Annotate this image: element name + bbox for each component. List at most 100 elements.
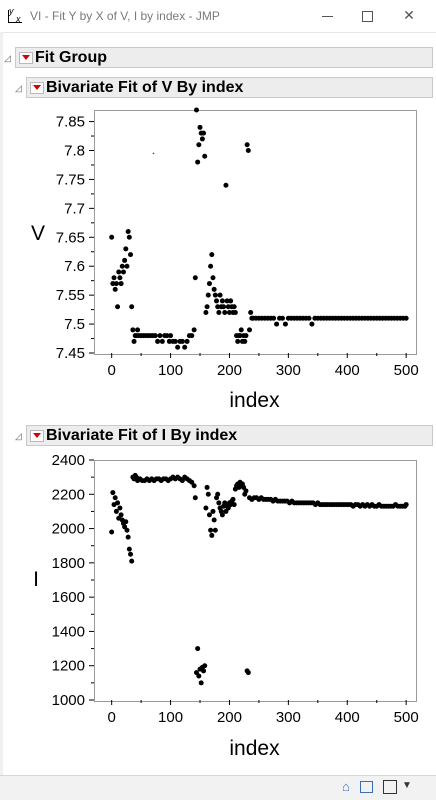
v-data-point[interactable] <box>124 263 130 269</box>
v-data-point[interactable] <box>203 310 209 315</box>
i-data-point[interactable] <box>113 508 119 514</box>
v-data-point[interactable] <box>403 315 409 321</box>
i-data-point[interactable] <box>208 527 214 533</box>
v-data-point[interactable] <box>125 229 131 234</box>
v-data-point[interactable] <box>248 310 254 315</box>
v-data-point[interactable] <box>238 327 244 333</box>
v-data-point[interactable] <box>210 275 216 281</box>
bivariate-i-red-triangle-icon[interactable] <box>30 430 44 442</box>
v-data-point[interactable] <box>235 338 241 344</box>
i-data-point[interactable] <box>203 505 209 511</box>
bivariate-v-header[interactable]: Bivariate Fit of V By index <box>26 77 433 98</box>
close-button[interactable]: ✕ <box>392 4 426 28</box>
bivariate-i-header[interactable]: Bivariate Fit of I By index <box>26 425 433 446</box>
v-data-point[interactable] <box>223 182 229 188</box>
v-data-point[interactable] <box>130 327 136 333</box>
v-data-point[interactable] <box>271 315 277 321</box>
v-data-point[interactable] <box>166 338 172 344</box>
i-data-point[interactable] <box>403 502 409 508</box>
v-data-point[interactable] <box>243 333 249 339</box>
i-data-point[interactable] <box>198 680 204 686</box>
v-data-point[interactable] <box>244 142 250 148</box>
v-data-point[interactable] <box>205 292 211 298</box>
i-data-point[interactable] <box>230 496 236 502</box>
v-data-point[interactable] <box>110 281 116 287</box>
maximize-button[interactable] <box>350 4 384 28</box>
i-data-point[interactable] <box>216 500 222 506</box>
v-data-point[interactable] <box>217 292 223 298</box>
v-data-point[interactable] <box>206 281 212 287</box>
v-data-point[interactable] <box>135 327 141 333</box>
v-data-point[interactable] <box>155 338 161 344</box>
v-data-point[interactable] <box>189 333 195 339</box>
v-data-point[interactable] <box>112 286 118 292</box>
i-data-point[interactable] <box>215 491 221 497</box>
v-data-point[interactable] <box>159 338 165 344</box>
v-data-point[interactable] <box>232 310 238 315</box>
v-data-point[interactable] <box>129 304 135 310</box>
v-data-point[interactable] <box>242 338 248 344</box>
i-data-point[interactable] <box>110 490 116 496</box>
i-data-point[interactable] <box>204 484 210 490</box>
i-data-point[interactable] <box>196 673 202 679</box>
v-data-point[interactable] <box>225 304 231 310</box>
v-data-point[interactable] <box>224 298 230 304</box>
i-data-point[interactable] <box>109 529 115 535</box>
v-data-point[interactable] <box>115 304 121 310</box>
window-list-icon[interactable] <box>360 781 373 793</box>
plot-v-frame[interactable] <box>94 110 417 355</box>
v-data-point[interactable] <box>201 130 207 136</box>
i-data-point[interactable] <box>195 646 201 652</box>
i-data-point[interactable] <box>191 483 197 489</box>
v-data-point[interactable] <box>164 333 170 339</box>
v-data-point[interactable] <box>222 310 228 315</box>
i-data-point[interactable] <box>209 532 215 538</box>
v-data-point[interactable] <box>152 333 158 339</box>
v-data-point[interactable] <box>208 263 214 269</box>
v-data-point[interactable] <box>168 333 174 339</box>
i-data-point[interactable] <box>124 527 130 533</box>
v-data-point[interactable] <box>192 275 198 281</box>
v-data-point[interactable] <box>245 148 251 153</box>
i-data-point[interactable] <box>129 558 135 564</box>
v-data-point[interactable] <box>179 338 185 344</box>
v-data-point[interactable] <box>157 333 163 339</box>
v-data-point[interactable] <box>306 315 312 321</box>
v-data-point[interactable] <box>219 298 225 304</box>
v-data-point[interactable] <box>120 269 126 275</box>
i-data-point[interactable] <box>125 534 131 540</box>
v-data-point[interactable] <box>204 304 210 310</box>
v-data-point[interactable] <box>113 281 119 287</box>
v-data-point[interactable] <box>126 234 132 240</box>
i-data-point[interactable] <box>243 488 249 494</box>
v-data-point[interactable] <box>182 344 188 350</box>
chevron-down-icon[interactable]: ▼ <box>402 780 412 791</box>
v-data-point[interactable] <box>191 327 197 333</box>
i-data-point[interactable] <box>201 668 207 674</box>
plot-i-frame[interactable] <box>94 460 417 702</box>
v-data-point[interactable] <box>216 310 222 315</box>
selection-box-icon[interactable] <box>383 780 397 794</box>
i-data-point[interactable] <box>219 512 225 518</box>
v-data-point[interactable] <box>116 269 122 275</box>
v-data-point[interactable] <box>214 298 220 304</box>
home-icon[interactable]: ⌂ <box>342 779 350 794</box>
v-data-point[interactable] <box>237 333 243 339</box>
i-data-point[interactable] <box>117 505 123 511</box>
v-data-point[interactable] <box>221 304 227 310</box>
i-data-point[interactable] <box>210 508 216 514</box>
fit-group-header[interactable]: Fit Group <box>15 47 433 68</box>
v-data-point[interactable] <box>309 321 315 327</box>
v-data-point[interactable] <box>123 246 129 252</box>
minimize-button[interactable] <box>310 4 344 28</box>
i-data-point[interactable] <box>202 663 208 669</box>
v-data-point[interactable] <box>211 286 217 292</box>
i-data-point[interactable] <box>231 502 237 508</box>
v-data-point[interactable] <box>111 275 117 281</box>
fit-group-disclosure-icon[interactable]: ◿ <box>4 53 11 63</box>
v-data-point[interactable] <box>172 338 178 344</box>
v-data-point[interactable] <box>109 234 115 240</box>
v-data-point[interactable] <box>212 292 218 298</box>
